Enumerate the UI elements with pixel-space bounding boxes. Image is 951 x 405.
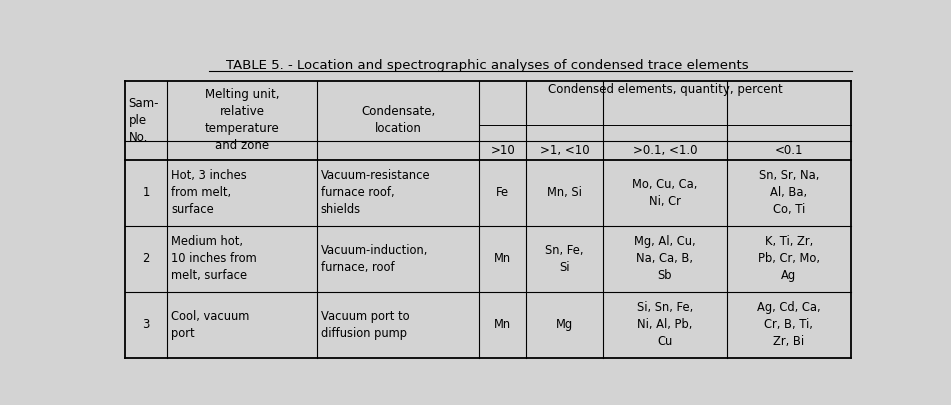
Text: Fe: Fe	[496, 186, 510, 199]
Text: Vacuum port to
diffusion pump: Vacuum port to diffusion pump	[320, 310, 409, 340]
Text: Mg, Al, Cu,
Na, Ca, B,
Sb: Mg, Al, Cu, Na, Ca, B, Sb	[634, 235, 696, 282]
Text: K, Ti, Zr,
Pb, Cr, Mo,
Ag: K, Ti, Zr, Pb, Cr, Mo, Ag	[758, 235, 820, 282]
Text: Cool, vacuum
port: Cool, vacuum port	[171, 310, 249, 340]
Text: Vacuum-induction,
furnace, roof: Vacuum-induction, furnace, roof	[320, 244, 428, 274]
Text: Sn, Fe,
Si: Sn, Fe, Si	[545, 244, 584, 274]
Text: Ag, Cd, Ca,
Cr, B, Ti,
Zr, Bi: Ag, Cd, Ca, Cr, B, Ti, Zr, Bi	[757, 301, 821, 348]
Text: Mg: Mg	[556, 318, 573, 331]
Text: >10: >10	[491, 144, 515, 157]
Text: Sn, Sr, Na,
Al, Ba,
Co, Ti: Sn, Sr, Na, Al, Ba, Co, Ti	[759, 169, 819, 216]
Text: 1: 1	[143, 186, 149, 199]
Text: <0.1: <0.1	[774, 144, 803, 157]
Text: Mn: Mn	[495, 318, 512, 331]
Text: Melting unit,
relative
temperature
and zone: Melting unit, relative temperature and z…	[204, 88, 280, 153]
Text: Condensed elements, quantity, percent: Condensed elements, quantity, percent	[548, 83, 783, 96]
Text: Mn, Si: Mn, Si	[547, 186, 582, 199]
Text: Si, Sn, Fe,
Ni, Al, Pb,
Cu: Si, Sn, Fe, Ni, Al, Pb, Cu	[637, 301, 693, 348]
Text: 3: 3	[143, 318, 150, 331]
Text: Mn: Mn	[495, 252, 512, 265]
Text: Vacuum-resistance
furnace roof,
shields: Vacuum-resistance furnace roof, shields	[320, 169, 430, 216]
Text: 2: 2	[143, 252, 150, 265]
Text: >0.1, <1.0: >0.1, <1.0	[632, 144, 697, 157]
Text: >1, <10: >1, <10	[540, 144, 590, 157]
Text: Condensate,
location: Condensate, location	[361, 105, 436, 136]
Text: Sam-
ple
No.: Sam- ple No.	[128, 97, 159, 144]
Text: TABLE 5. - Location and spectrographic analyses of condensed trace elements: TABLE 5. - Location and spectrographic a…	[226, 59, 748, 72]
Text: Mo, Cu, Ca,
Ni, Cr: Mo, Cu, Ca, Ni, Cr	[632, 178, 698, 208]
Text: Medium hot,
10 inches from
melt, surface: Medium hot, 10 inches from melt, surface	[171, 235, 257, 282]
Text: Hot, 3 inches
from melt,
surface: Hot, 3 inches from melt, surface	[171, 169, 247, 216]
